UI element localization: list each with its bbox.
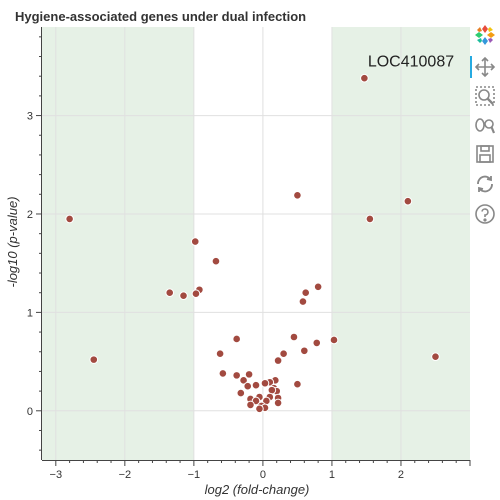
data-point[interactable]	[300, 346, 309, 356]
data-point[interactable]	[246, 400, 255, 410]
data-point[interactable]	[312, 338, 322, 348]
data-point[interactable]	[89, 355, 99, 364]
bokeh-logo-icon	[474, 24, 496, 46]
x-axis-label: log2 (fold-change)	[205, 482, 310, 497]
data-point[interactable]	[365, 214, 375, 224]
data-point[interactable]	[301, 288, 311, 298]
data-point[interactable]	[211, 256, 221, 266]
annotations: LOC410087	[368, 53, 454, 70]
active-tool-indicator	[470, 56, 472, 78]
data-point[interactable]	[165, 288, 175, 298]
chart-title: Hygiene-associated genes under dual infe…	[15, 9, 306, 24]
grid-lines	[42, 27, 470, 460]
data-point[interactable]	[360, 73, 369, 83]
data-point[interactable]	[313, 282, 323, 292]
reset-icon[interactable]	[474, 173, 496, 195]
data-point[interactable]	[244, 370, 254, 379]
data-point[interactable]	[293, 379, 302, 389]
data-point[interactable]	[255, 404, 264, 414]
data-point[interactable]	[403, 196, 413, 206]
help-icon[interactable]	[474, 203, 496, 225]
data-point[interactable]	[298, 297, 308, 306]
data-point[interactable]	[191, 289, 201, 298]
data-point[interactable]	[65, 214, 74, 224]
x-tick-label: 1	[329, 469, 335, 481]
data-point[interactable]	[179, 291, 188, 300]
data-point[interactable]	[279, 349, 288, 359]
data-point[interactable]	[431, 352, 440, 361]
y-tick-label: 3	[27, 111, 33, 123]
pan-icon[interactable]	[474, 56, 496, 78]
y-tick-label: 2	[27, 209, 33, 221]
data-point[interactable]	[329, 335, 339, 345]
save-icon[interactable]	[474, 143, 496, 165]
shaded-region-1	[42, 27, 194, 460]
box-zoom-icon[interactable]	[474, 85, 496, 107]
annotation-label: LOC410087	[368, 53, 454, 70]
data-point[interactable]	[243, 381, 253, 391]
wheel-zoom-icon[interactable]	[474, 114, 496, 136]
data-point[interactable]	[232, 371, 241, 380]
data-point[interactable]	[273, 398, 283, 408]
x-tick-label: −2	[119, 469, 132, 481]
data-point[interactable]	[260, 378, 270, 388]
y-tick-label: 0	[27, 406, 33, 418]
x-tick-label: −3	[50, 469, 63, 481]
data-point[interactable]	[190, 237, 200, 246]
data-point[interactable]	[215, 349, 225, 359]
x-tick-label: −1	[188, 469, 201, 481]
data-point[interactable]	[236, 388, 246, 398]
y-ticks: 0 1 2 3	[27, 36, 42, 451]
x-tick-label: 0	[260, 469, 266, 481]
x-ticks: −3 −2 −1 0 1 2	[50, 460, 471, 481]
data-point[interactable]	[251, 380, 261, 390]
y-axis-label: -log10 (p-value)	[5, 196, 20, 287]
data-point[interactable]	[293, 190, 302, 200]
data-point[interactable]	[273, 356, 283, 365]
data-points[interactable]	[65, 73, 440, 414]
data-point[interactable]	[232, 334, 241, 344]
y-tick-label: 1	[27, 307, 33, 319]
data-point[interactable]	[239, 375, 248, 385]
data-point[interactable]	[218, 369, 228, 378]
data-point[interactable]	[289, 332, 299, 342]
axes	[41, 27, 470, 461]
x-tick-label: 2	[398, 469, 404, 481]
